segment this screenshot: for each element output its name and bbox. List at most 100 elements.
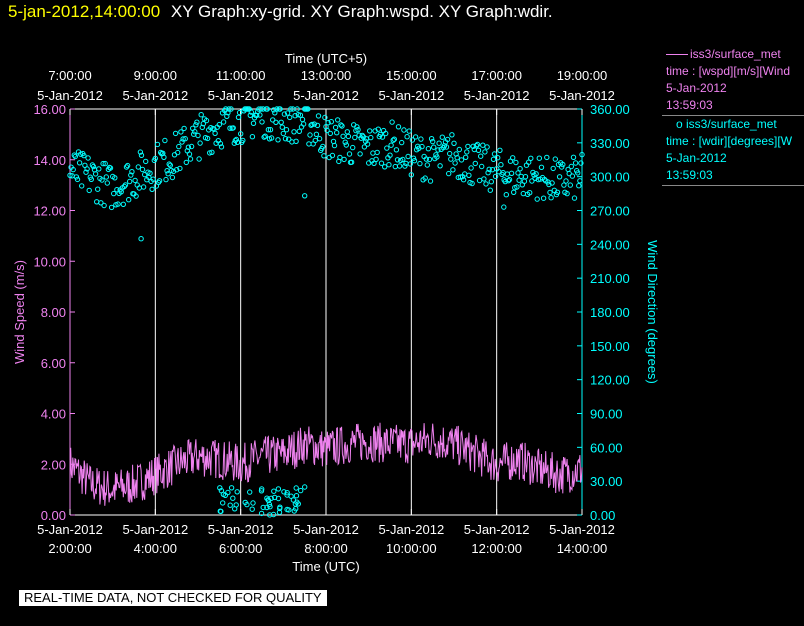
- legend-wspd-time: 13:59:03: [666, 98, 713, 112]
- wind-direction-point: [217, 140, 224, 147]
- wind-direction-point: [198, 112, 204, 118]
- wind-direction-point: [488, 179, 494, 185]
- wind-direction-point: [225, 489, 231, 496]
- wind-direction-point: [193, 122, 199, 128]
- wind-direction-point: [99, 177, 105, 183]
- wind-direction-point: [513, 159, 519, 166]
- wind-direction-point: [300, 121, 307, 127]
- wind-direction-point: [423, 156, 429, 162]
- wind-direction-point: [320, 143, 326, 150]
- wind-direction-point: [520, 190, 526, 197]
- wind-direction-point: [361, 144, 368, 150]
- wind-direction-point: [265, 127, 272, 133]
- wind-direction-point: [216, 121, 223, 128]
- wind-direction-point: [207, 150, 213, 156]
- wind-direction-point: [258, 106, 264, 112]
- wind-direction-point: [217, 508, 224, 514]
- wind-direction-point: [286, 136, 292, 142]
- wind-direction-point: [226, 106, 232, 112]
- wind-direction-markers: [67, 106, 585, 518]
- legend-wdir[interactable]: o iss3/surface_met time : [wdir][degrees…: [662, 116, 804, 186]
- right-tick-label: 180.00: [590, 305, 630, 320]
- wind-direction-point: [514, 184, 520, 190]
- wind-direction-point: [451, 140, 457, 147]
- wind-direction-point: [334, 130, 340, 136]
- wind-direction-point: [282, 136, 289, 142]
- wind-direction-point: [258, 510, 265, 517]
- wind-direction-point: [579, 151, 585, 158]
- right-tick-label: 360.00: [590, 102, 630, 117]
- wind-direction-point: [260, 504, 266, 511]
- wind-direction-point: [292, 113, 298, 119]
- wind-direction-point: [375, 126, 381, 132]
- wind-direction-point: [127, 178, 133, 185]
- wind-direction-point: [547, 189, 553, 196]
- bottom-tick-time: 8:00:00: [304, 541, 347, 556]
- bottom-tick-time: 14:00:00: [557, 541, 608, 556]
- wind-direction-point: [452, 160, 458, 166]
- left-tick-label: 16.00: [33, 102, 66, 117]
- wind-direction-point: [368, 134, 374, 141]
- wind-direction-point: [567, 182, 573, 188]
- wind-direction-point: [342, 139, 348, 145]
- wind-direction-point: [139, 166, 146, 173]
- wind-direction-point: [335, 117, 341, 123]
- wind-direction-point: [536, 155, 542, 161]
- wind-direction-point: [390, 137, 396, 143]
- wind-direction-point: [446, 170, 452, 177]
- wind-direction-point: [422, 175, 428, 181]
- wind-direction-point: [291, 129, 297, 135]
- wind-direction-point: [220, 500, 226, 506]
- wind-direction-point: [262, 133, 268, 139]
- wind-direction-point: [277, 106, 283, 112]
- wind-direction-point: [439, 134, 445, 140]
- wind-direction-point: [393, 147, 400, 153]
- bottom-tick-time: 2:00:00: [48, 541, 91, 556]
- wind-direction-point: [458, 157, 465, 163]
- wind-direction-point: [470, 143, 476, 150]
- legend-wspd[interactable]: iss3/surface_met time : [wspd][m/s][Wind…: [662, 46, 804, 116]
- legend-wspd-name: iss3/surface_met: [690, 47, 781, 61]
- wind-direction-point: [460, 177, 467, 183]
- top-tick-time: 9:00:00: [134, 68, 177, 83]
- wind-direction-point: [485, 170, 491, 176]
- wind-direction-point: [504, 171, 510, 177]
- wind-direction-point: [464, 149, 470, 155]
- wind-direction-point: [195, 132, 201, 139]
- left-tick-label: 6.00: [41, 356, 66, 371]
- wind-direction-point: [306, 141, 312, 147]
- wind-direction-point: [308, 122, 314, 128]
- wind-direction-point: [284, 490, 290, 496]
- wind-direction-point: [178, 129, 184, 135]
- wind-direction-point: [529, 178, 535, 184]
- wind-direction-point: [548, 195, 554, 201]
- wind-direction-point: [560, 161, 566, 168]
- wind-direction-point: [267, 127, 274, 133]
- wind-direction-point: [454, 155, 460, 161]
- wind-direction-point: [522, 174, 529, 180]
- wind-direction-point: [175, 149, 181, 156]
- wind-direction-point: [486, 166, 492, 173]
- wind-direction-point: [472, 160, 478, 167]
- wind-direction-point: [389, 119, 395, 125]
- wind-direction-point: [161, 154, 167, 161]
- wind-direction-point: [293, 138, 299, 145]
- wind-direction-point: [154, 141, 161, 148]
- wind-direction-point: [247, 489, 253, 495]
- wind-direction-point: [72, 153, 79, 160]
- wind-direction-point: [115, 201, 121, 207]
- right-tick-label: 90.00: [590, 407, 623, 422]
- wind-direction-point: [73, 174, 80, 180]
- wind-direction-point: [475, 147, 482, 154]
- wind-direction-point: [466, 172, 472, 179]
- wind-direction-point: [250, 500, 256, 506]
- wind-direction-point: [112, 175, 118, 181]
- wind-direction-point: [331, 142, 338, 149]
- wind-direction-point: [86, 187, 92, 194]
- legend-wdir-date: 5-Jan-2012: [666, 151, 727, 165]
- bottom-tick-date: 5-Jan-2012: [37, 522, 103, 537]
- circle-marker-icon: o: [666, 117, 687, 131]
- wind-direction-point: [212, 130, 218, 137]
- legend-wdir-name: iss3/surface_met: [686, 117, 777, 131]
- wind-direction-point: [348, 159, 355, 165]
